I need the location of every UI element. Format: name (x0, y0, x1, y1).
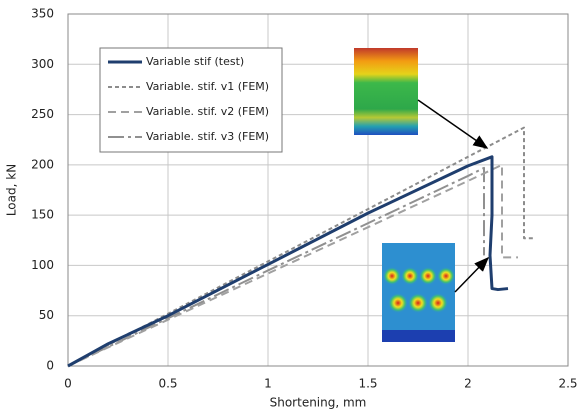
y-tick-label: 50 (39, 308, 54, 322)
series-line (67, 155, 509, 368)
x-axis-label: Shortening, mm (270, 396, 367, 410)
y-axis-label: Load, kN (5, 164, 19, 216)
x-tick-label: 0.5 (158, 377, 177, 391)
legend-label: Variable stif (test) (146, 55, 244, 68)
series-line (67, 126, 534, 367)
y-tick-label: 150 (31, 208, 54, 222)
series-line (67, 166, 485, 367)
legend: Variable stif (test) Variable. stif. v1 (… (99, 47, 283, 153)
y-tick-label: 0 (46, 359, 54, 373)
y-tick-label: 350 (31, 7, 54, 21)
arrow (454, 256, 490, 293)
fem-inset-bottom (382, 243, 455, 342)
y-tick-label: 300 (31, 57, 54, 71)
legend-label: Variable. stif. v3 (FEM) (146, 130, 269, 143)
x-tick-label: 2 (464, 377, 472, 391)
x-tick-label: 2.5 (558, 377, 577, 391)
x-tick-label: 1 (264, 377, 272, 391)
legend-box (99, 47, 283, 153)
x-tick-label: 1.5 (358, 377, 377, 391)
plot-frame (67, 13, 569, 367)
series-line (67, 163, 518, 367)
legend-label: Variable. stif. v1 (FEM) (146, 80, 269, 93)
y-tick-label: 100 (31, 258, 54, 272)
y-tick-label: 250 (31, 107, 54, 121)
legend-label: Variable. stif. v2 (FEM) (146, 105, 269, 118)
arrow (417, 99, 489, 149)
y-tick-label: 200 (31, 157, 54, 171)
x-tick-label: 0 (64, 377, 72, 391)
fem-inset-top (354, 48, 418, 135)
